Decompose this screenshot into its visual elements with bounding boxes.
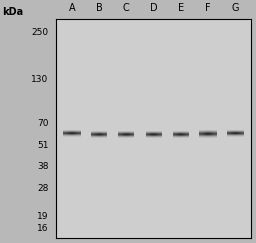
Text: 19: 19	[37, 212, 49, 221]
Text: 38: 38	[37, 162, 49, 171]
Text: 130: 130	[31, 75, 49, 84]
Text: G: G	[232, 3, 239, 13]
Text: kDa: kDa	[3, 7, 24, 17]
Text: E: E	[178, 3, 184, 13]
Text: 250: 250	[31, 28, 49, 37]
Text: C: C	[123, 3, 130, 13]
Text: 16: 16	[37, 224, 49, 233]
Text: 70: 70	[37, 119, 49, 128]
Text: D: D	[150, 3, 157, 13]
Text: 51: 51	[37, 141, 49, 150]
Text: 28: 28	[37, 184, 49, 193]
Text: A: A	[69, 3, 75, 13]
Text: B: B	[96, 3, 102, 13]
Text: F: F	[205, 3, 211, 13]
